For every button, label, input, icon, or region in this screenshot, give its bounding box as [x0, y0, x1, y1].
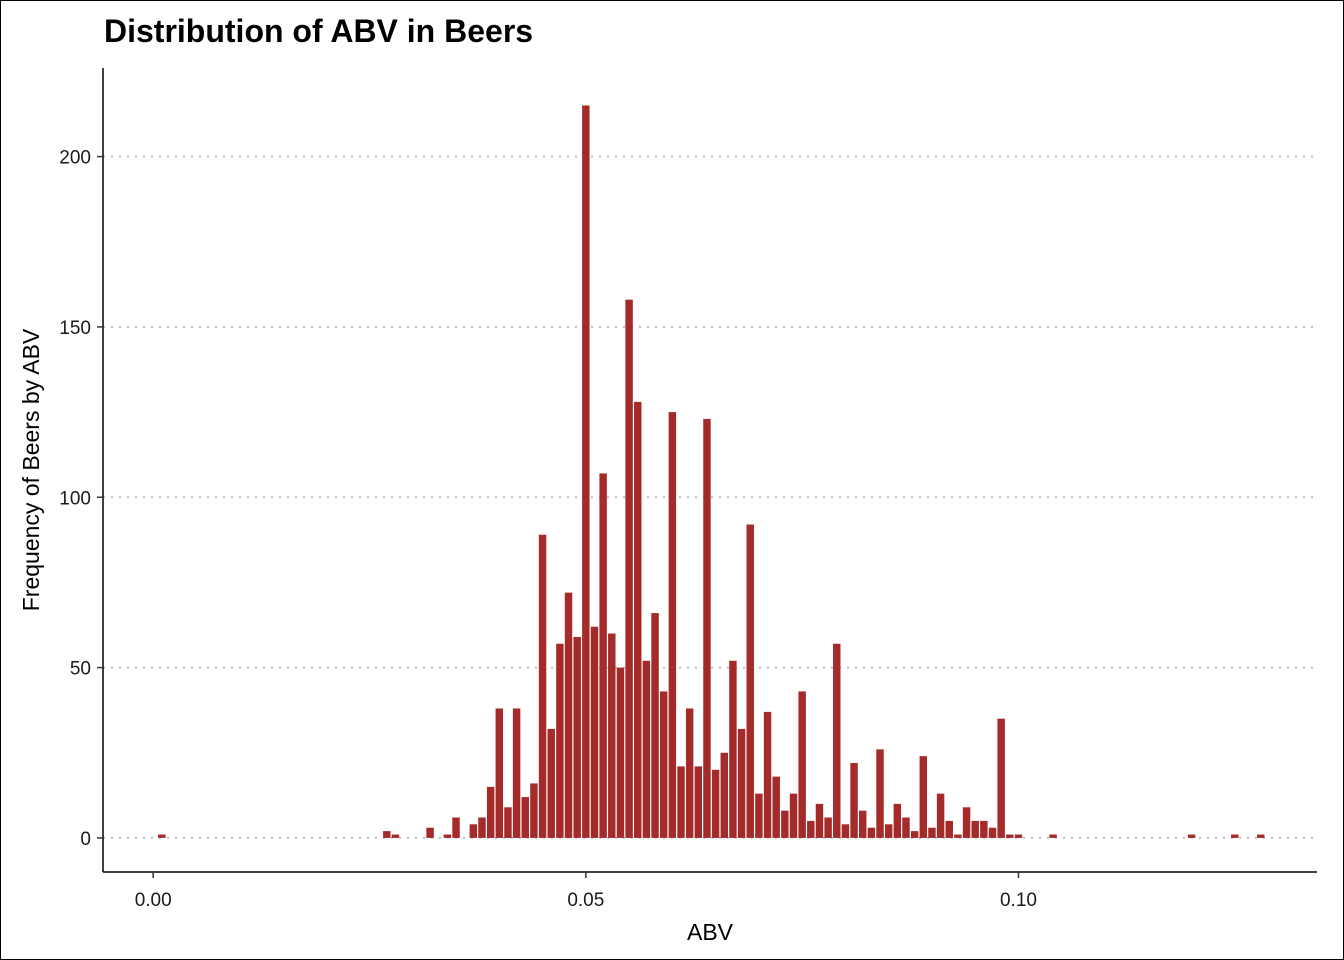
- bar-46: [815, 803, 824, 838]
- bar-49: [841, 824, 850, 838]
- bar-28: [659, 691, 668, 838]
- bar-31: [685, 708, 694, 838]
- bar-14: [538, 534, 547, 838]
- bar-44: [798, 691, 806, 838]
- bar-17: [564, 592, 573, 838]
- bar-18: [573, 636, 581, 838]
- bar-21: [599, 473, 607, 838]
- bar-66: [988, 827, 997, 838]
- bar-0: [158, 834, 166, 838]
- bar-50: [850, 762, 858, 838]
- bar-32: [694, 766, 703, 838]
- bar-35: [720, 752, 729, 838]
- bar-15: [547, 728, 555, 838]
- x-tick-label-2: 0.10: [1000, 890, 1037, 911]
- bar-60: [936, 793, 945, 838]
- bar-58: [919, 756, 928, 838]
- bar-24: [625, 299, 633, 838]
- x-tick-label-1: 0.05: [567, 890, 604, 911]
- bar-37: [737, 728, 746, 838]
- bar-45: [807, 820, 815, 838]
- x-axis-title: ABV: [687, 919, 734, 945]
- bar-67: [997, 718, 1005, 838]
- bar-34: [711, 769, 720, 838]
- bar-70: [1049, 834, 1057, 838]
- bar-16: [556, 643, 564, 838]
- bar-71: [1187, 834, 1196, 838]
- bar-25: [634, 401, 642, 838]
- bar-8: [486, 786, 495, 838]
- bar-36: [729, 660, 737, 838]
- bar-65: [980, 820, 988, 838]
- bar-23: [616, 667, 625, 838]
- bar-55: [893, 803, 902, 838]
- bar-63: [962, 807, 971, 838]
- bar-5: [452, 817, 460, 838]
- bar-56: [902, 817, 910, 838]
- y-tick-label-2: 100: [59, 488, 91, 509]
- bar-27: [651, 613, 659, 838]
- bar-38: [746, 524, 754, 838]
- bar-6: [469, 824, 478, 838]
- x-tick-label-0: 0.00: [135, 890, 172, 911]
- y-tick-label-4: 200: [59, 148, 91, 169]
- bar-48: [833, 643, 841, 838]
- bar-30: [677, 766, 685, 838]
- bar-64: [971, 820, 979, 838]
- bar-9: [495, 708, 504, 838]
- bars: [158, 105, 1265, 838]
- bar-39: [755, 793, 763, 838]
- bar-29: [668, 412, 677, 838]
- bar-54: [884, 824, 893, 838]
- bar-19: [582, 105, 590, 838]
- bar-12: [521, 797, 529, 838]
- bar-10: [504, 807, 512, 838]
- y-tick-label-1: 50: [70, 659, 91, 680]
- bar-3: [426, 827, 434, 838]
- bar-73: [1257, 834, 1265, 838]
- bar-52: [867, 827, 876, 838]
- chart-title: Distribution of ABV in Beers: [104, 13, 534, 49]
- y-tick-label-3: 150: [59, 318, 91, 339]
- bar-11: [512, 708, 521, 838]
- bar-53: [876, 749, 884, 838]
- bar-26: [642, 660, 651, 838]
- bar-13: [530, 783, 538, 838]
- bar-1: [383, 831, 391, 838]
- tick-labels: 0 50 100 150 200 0.00 0.05 0.10: [59, 148, 1037, 911]
- bar-7: [478, 817, 486, 838]
- bar-20: [590, 626, 599, 838]
- bar-51: [858, 810, 867, 838]
- bar-69: [1014, 834, 1023, 838]
- bar-59: [928, 827, 936, 838]
- bar-22: [608, 633, 616, 838]
- bar-41: [772, 776, 780, 838]
- bar-43: [789, 793, 798, 838]
- bar-61: [945, 820, 953, 838]
- bar-68: [1006, 834, 1014, 838]
- bar-4: [443, 834, 452, 838]
- bar-42: [781, 810, 789, 838]
- bar-40: [763, 711, 772, 838]
- y-axis-title: Frequency of Beers by ABV: [18, 328, 44, 611]
- axes: [97, 68, 1317, 878]
- bar-33: [703, 418, 711, 838]
- bar-57: [910, 831, 919, 838]
- bar-2: [391, 834, 400, 838]
- bar-47: [824, 817, 832, 838]
- bar-62: [954, 834, 962, 838]
- bar-72: [1231, 834, 1239, 838]
- y-tick-label-0: 0: [80, 829, 91, 850]
